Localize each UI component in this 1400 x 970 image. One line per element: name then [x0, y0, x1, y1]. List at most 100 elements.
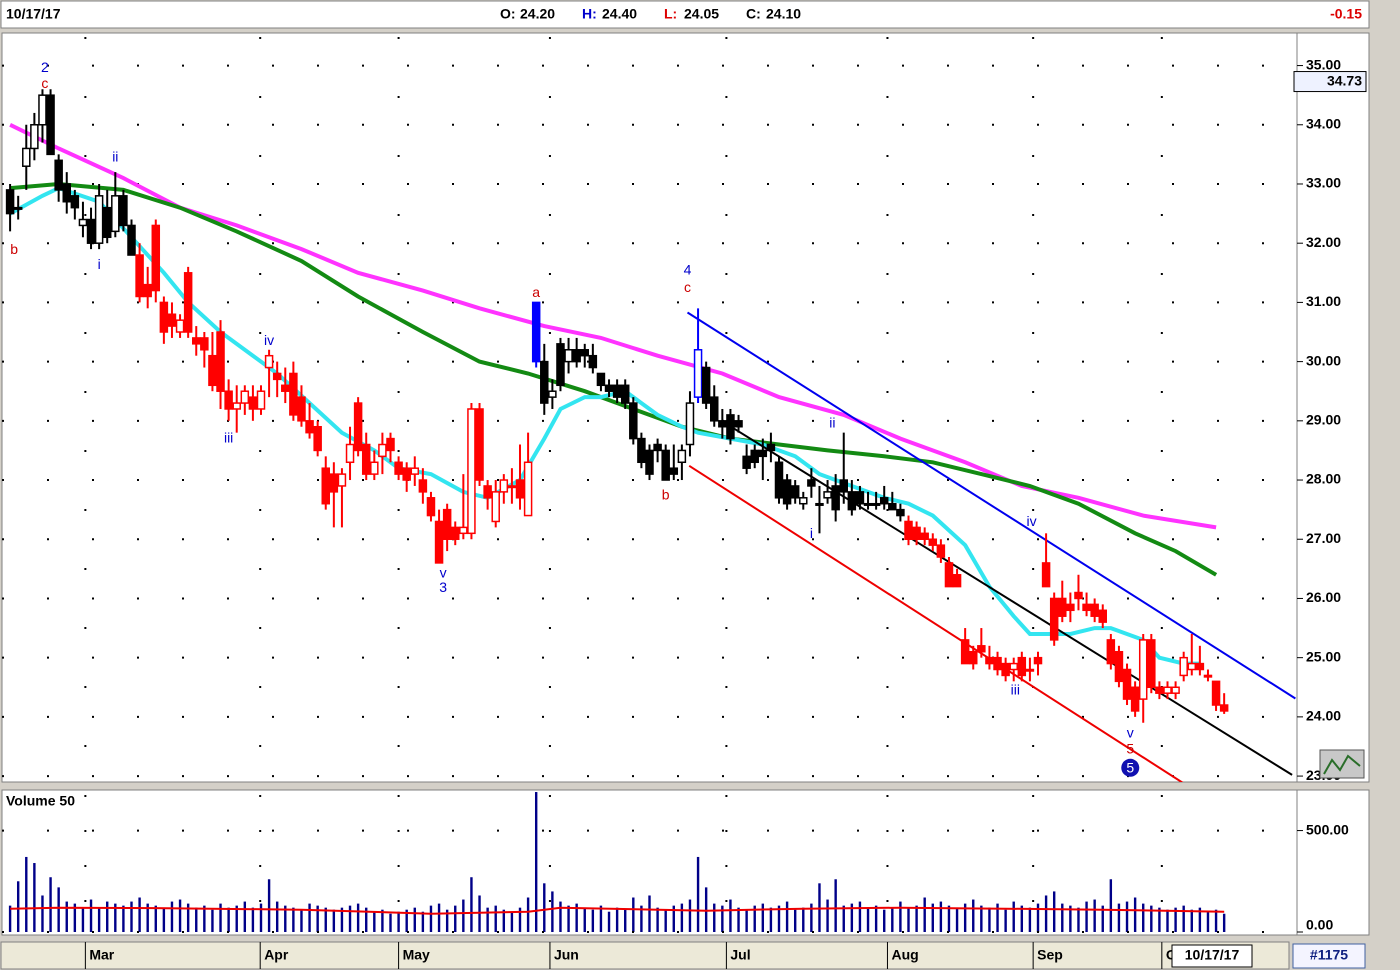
- annotation: iii: [1011, 682, 1020, 698]
- volume-bar: [462, 899, 465, 932]
- candle-body: [815, 502, 824, 506]
- volume-bar: [57, 887, 60, 932]
- candle-body: [297, 396, 306, 422]
- y-tick-label: 33.00: [1306, 175, 1341, 191]
- volume-bar: [769, 907, 773, 932]
- x-tick-label: Mar: [89, 947, 114, 963]
- candle-body: [1041, 562, 1051, 588]
- candle-body: [78, 218, 88, 227]
- volume-average: [10, 906, 1225, 915]
- volume-bar: [227, 907, 230, 932]
- volume-bar: [632, 897, 635, 932]
- candle-body: [459, 526, 468, 535]
- annotation: v: [1127, 725, 1134, 741]
- volume-bar: [1004, 909, 1007, 932]
- y-tick-label: 32.00: [1306, 234, 1341, 250]
- candle-body: [969, 650, 978, 665]
- volume-bar: [704, 887, 708, 932]
- candle-body: [256, 390, 266, 410]
- volume-bar: [1109, 879, 1113, 932]
- volume-bar: [543, 883, 546, 932]
- price-marker-box: [1293, 71, 1367, 93]
- candle-body: [1090, 603, 1099, 617]
- volume-bar: [348, 905, 352, 932]
- candle-body: [523, 461, 533, 517]
- volume-bar: [1028, 907, 1032, 932]
- annotation: c: [41, 75, 48, 91]
- quote-value: 24.40: [602, 6, 637, 22]
- candle-body: [467, 408, 476, 535]
- y-tick-label: 500.00: [1306, 821, 1349, 837]
- trend-line: [686, 311, 1296, 700]
- annotation: 5: [1126, 759, 1134, 775]
- volume-bar: [308, 903, 311, 932]
- volume-bar: [899, 901, 902, 932]
- volume-bar: [785, 901, 789, 932]
- volume-bar: [1198, 907, 1202, 932]
- candle-body: [556, 343, 565, 387]
- volume-bar: [1158, 907, 1161, 932]
- candle-body: [912, 526, 921, 540]
- volume-bar: [1061, 903, 1064, 932]
- y-tick-label: 26.00: [1306, 589, 1341, 605]
- volume-bar: [235, 905, 238, 932]
- annotation: 4: [684, 262, 692, 278]
- volume-bar: [842, 905, 845, 932]
- header-date: 10/17/17: [6, 6, 61, 22]
- candle-body: [620, 384, 630, 404]
- candle-body: [159, 301, 169, 333]
- price-axis-panel: [1296, 32, 1370, 783]
- volume-bar: [777, 905, 781, 932]
- candle-body: [135, 254, 144, 298]
- candle-body: [612, 384, 622, 398]
- volume-bar: [470, 877, 473, 932]
- candle-body: [305, 420, 314, 434]
- volume-bar: [874, 905, 878, 932]
- candle-body: [1066, 603, 1075, 612]
- candle-body: [1147, 639, 1156, 689]
- volume-bar: [1101, 905, 1104, 932]
- volume-bar: [203, 905, 206, 932]
- candle-body: [62, 183, 71, 203]
- candle-body: [167, 313, 177, 327]
- y-tick-label: 30.00: [1306, 352, 1341, 368]
- volume-bar: [713, 903, 716, 932]
- y-tick-label: 24.00: [1306, 708, 1341, 724]
- candle-body: [710, 396, 719, 422]
- candle-body: [30, 124, 39, 150]
- x-tick-label: Sep: [1037, 947, 1063, 963]
- volume-bar: [996, 903, 999, 932]
- volume-bar: [988, 907, 991, 932]
- x-tick-label: Apr: [264, 947, 289, 963]
- candle-body: [418, 479, 428, 493]
- volume-bar: [510, 911, 514, 932]
- candle-body: [1203, 674, 1213, 678]
- candle-body: [548, 390, 557, 398]
- candle-body: [410, 467, 420, 475]
- volume-bar: [947, 905, 951, 932]
- candle-body: [394, 461, 403, 475]
- candle-body: [952, 574, 962, 588]
- volume-bar: [186, 903, 190, 932]
- volume-bar: [802, 907, 805, 932]
- volume-bar: [494, 905, 497, 932]
- candle-body: [588, 354, 598, 369]
- volume-bar: [1069, 905, 1072, 932]
- volume-bar: [1125, 901, 1129, 932]
- candle-body: [345, 443, 355, 464]
- annotation: c: [684, 279, 691, 295]
- volume-bar: [575, 903, 578, 932]
- candle-body: [580, 349, 589, 357]
- volume-bar: [850, 903, 854, 932]
- volume-bar: [826, 899, 829, 932]
- y-tick-label: 25.00: [1306, 648, 1341, 664]
- volume-bar: [49, 877, 52, 932]
- candle-body: [944, 562, 954, 588]
- candle-body: [960, 639, 970, 665]
- volume-bar: [518, 907, 522, 932]
- candle-body: [353, 402, 363, 452]
- volume-bar: [1174, 907, 1177, 932]
- y-tick-label: 31.00: [1306, 293, 1341, 309]
- candle-body: [127, 224, 136, 256]
